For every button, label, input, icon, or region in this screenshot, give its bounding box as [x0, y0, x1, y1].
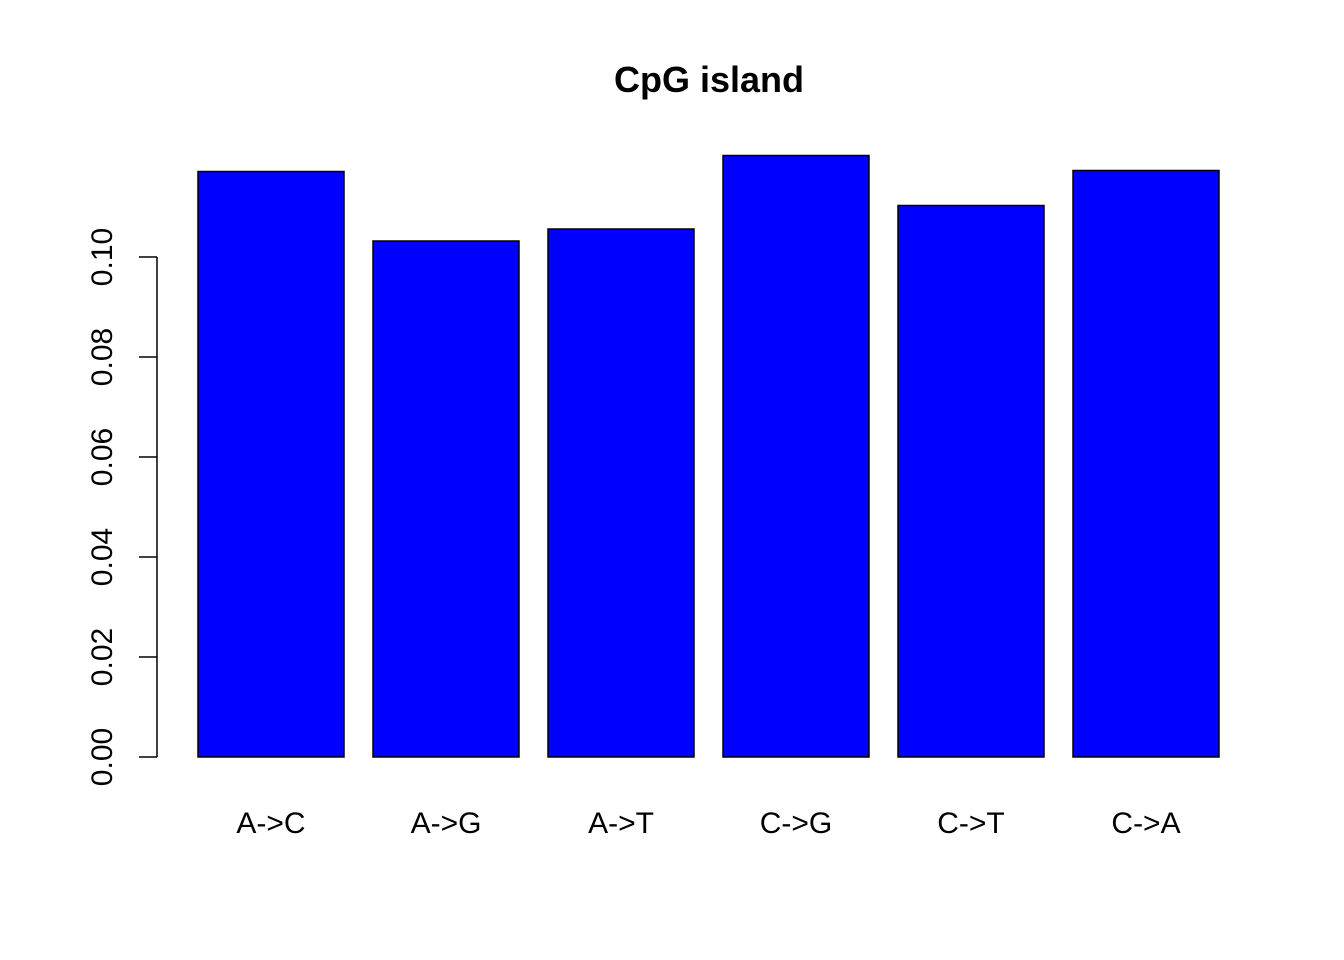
- bar-1: [372, 240, 520, 758]
- x-tick-label: C->T: [937, 807, 1005, 840]
- chart-title: CpG island: [614, 59, 804, 100]
- y-tick-label: 0.04: [86, 528, 119, 586]
- bar-2: [547, 228, 695, 758]
- x-tick-label: A->G: [411, 807, 482, 840]
- y-tick-label: 0.00: [86, 728, 119, 786]
- x-tick-label: C->A: [1111, 807, 1180, 840]
- x-tick-label: C->G: [760, 807, 833, 840]
- y-tick-label: 0.02: [86, 628, 119, 686]
- y-tick-label: 0.10: [86, 228, 119, 286]
- x-tick-labels: A->C A->G A->T C->G C->T C->A: [236, 807, 1180, 840]
- bar-3: [722, 154, 870, 758]
- y-tick-label: 0.08: [86, 328, 119, 386]
- x-tick-label: A->C: [236, 807, 305, 840]
- bar-4: [897, 204, 1045, 758]
- y-tick-label: 0.06: [86, 428, 119, 486]
- bar-0: [197, 170, 345, 758]
- bars-group: [197, 154, 1220, 758]
- bar-5: [1072, 169, 1220, 758]
- x-tick-label: A->T: [588, 807, 654, 840]
- y-axis: 0.00 0.02 0.04 0.06 0.08 0.10: [86, 228, 158, 786]
